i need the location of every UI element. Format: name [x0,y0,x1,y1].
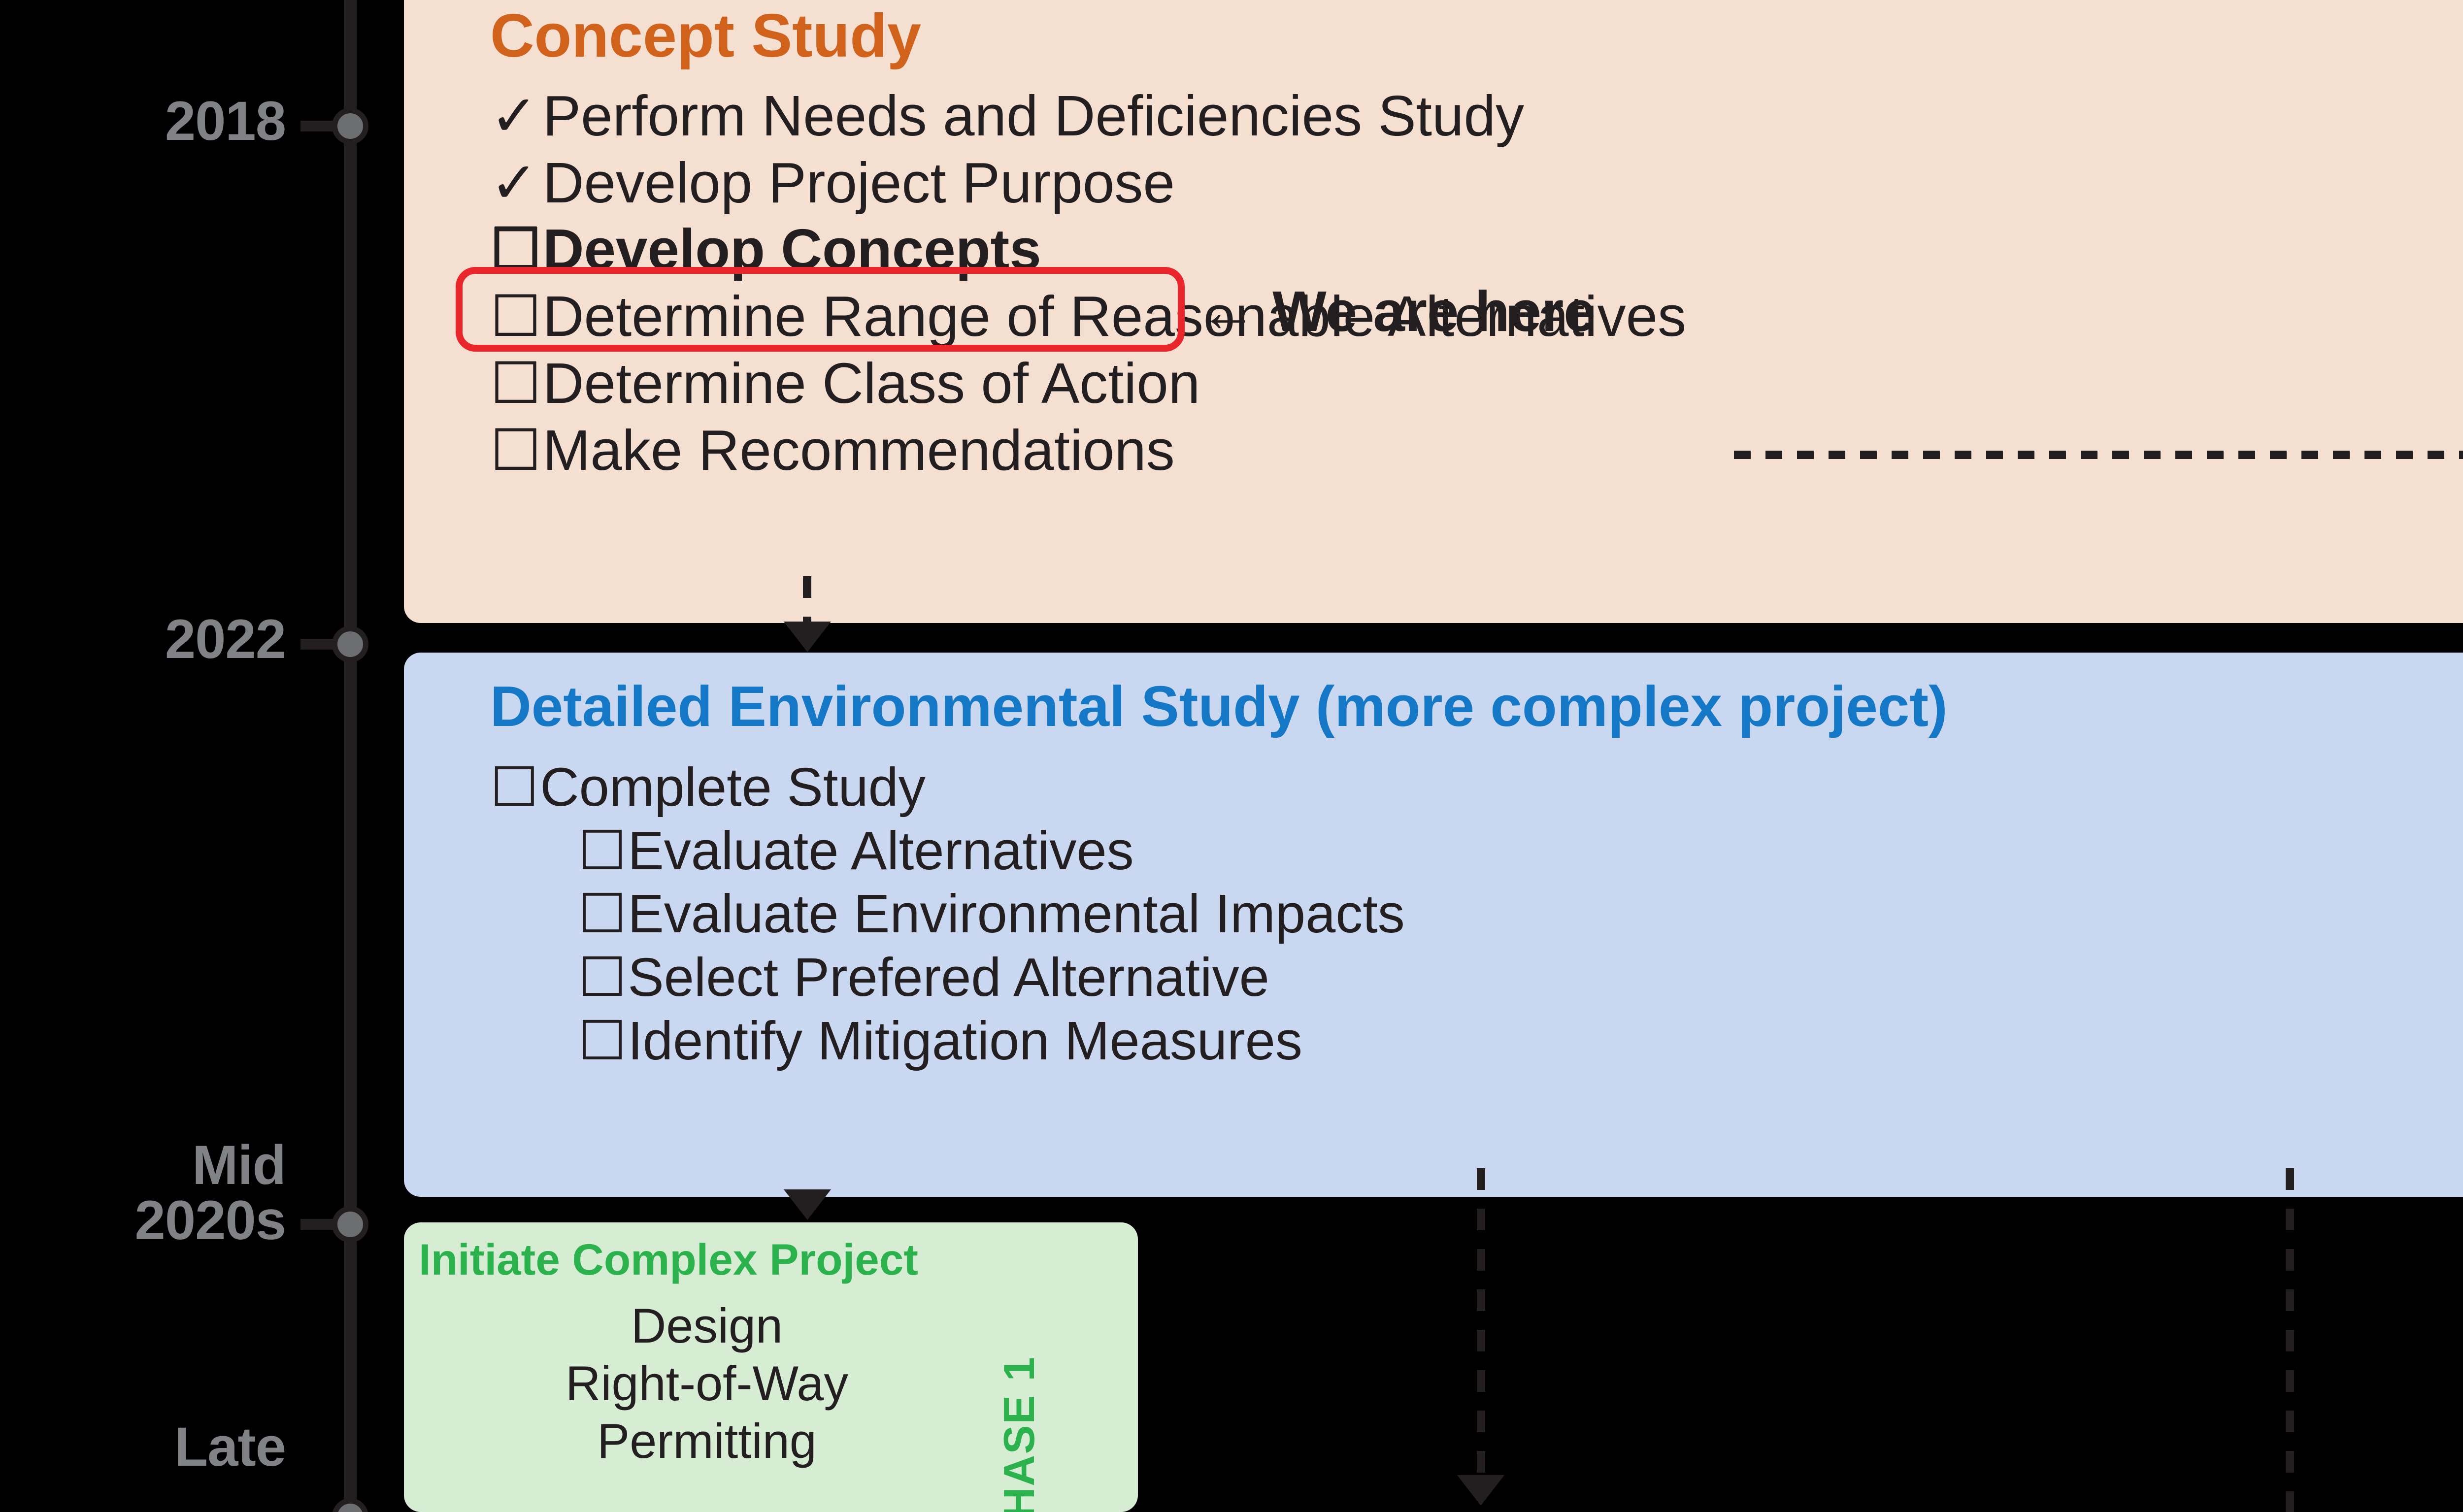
timeline-node-late[interactable] [332,1498,368,1512]
checklist-item-label: Determine Class of Action [542,351,1200,415]
connector-concept-to-detailed-stub [803,576,811,624]
timeline-axis [344,0,357,1512]
checklist-item-label: Determine Range of Reasonable Alternativ… [542,284,1687,349]
detailed-study-checklist: ☐Complete Study ☐Evaluate Alternatives ☐… [490,756,1405,1073]
connector-detailed-right-vertical [2286,1168,2294,1512]
concept-study-title: Concept Study [490,2,921,70]
initiate-complex-project-card: Initiate Complex Project Design Right-of… [404,1222,1138,1512]
initiate-complex-project-line: Right-of-Way [566,1356,848,1411]
initiate-complex-project-line: Permitting [597,1413,817,1468]
timeline-node-mid-2020s[interactable] [332,1206,368,1243]
arrow-concept-to-detailed [784,622,831,652]
checklist-subitem[interactable]: ☐Identify Mitigation Measures [490,1010,1405,1073]
phase-1-tag: PHASE 1 [995,1356,1043,1512]
check-done-icon: ✓ [490,84,538,148]
checklist-item-label: Evaluate Alternatives [628,820,1134,881]
checklist-item[interactable]: ☐Make Recommendations [490,417,1686,484]
initiate-complex-project-title: Initiate Complex Project [419,1235,918,1284]
checklist-item-label: Perform Needs and Deficiencies Study [542,84,1524,148]
arrow-detailed-left-down [1457,1475,1504,1506]
initiate-complex-project-line: Design [631,1298,783,1353]
year-label-2022: 2022 [165,608,286,670]
checkbox-empty-icon: ☐ [490,351,541,415]
checklist-item-label: Select Prefered Alternative [628,947,1269,1008]
checkbox-empty-icon: ☐ [490,418,541,482]
checklist-item-label: Identify Mitigation Measures [628,1010,1302,1071]
checklist-item[interactable]: ☐Determine Range of Reasonable Alternati… [490,283,1686,350]
timeline-node-2022[interactable] [332,626,368,662]
connector-detailed-left-vertical [1477,1168,1485,1479]
connector-class-of-action-horizontal [1734,451,2463,459]
checklist-item[interactable]: ✓Develop Project Purpose [490,150,1686,217]
checkbox-empty-icon: ☐ [490,284,541,349]
checkbox-empty-icon: ☐ [578,884,627,945]
checklist-item[interactable]: ✓Perform Needs and Deficiencies Study [490,83,1686,150]
year-label-late: Late [174,1416,286,1478]
current-step-highlight [456,267,1185,352]
year-label-2018: 2018 [165,90,286,152]
check-done-icon: ✓ [490,150,538,215]
checklist-subitem[interactable]: ☐Evaluate Environmental Impacts [490,883,1405,946]
checklist-item[interactable]: ☐Determine Class of Action [490,350,1686,417]
arrow-detailed-to-initiate-complex [784,1189,831,1220]
checkbox-empty-icon: ☐ [490,757,539,818]
concept-study-card: Concept Study ✓Perform Needs and Deficie… [404,0,2463,624]
checklist-item-label: Evaluate Environmental Impacts [628,884,1405,945]
detailed-study-title: Detailed Environmental Study (more compl… [490,674,1948,738]
checkbox-empty-icon: ☐ [578,820,627,881]
checklist-item-label: Make Recommendations [542,418,1175,482]
checkbox-empty-icon: ☐ [578,1010,627,1071]
timeline-node-2018[interactable] [332,108,368,144]
year-label-mid-2020s: Mid 2020s [134,1134,286,1251]
checklist-item[interactable]: ☐Complete Study [490,756,1405,820]
checklist-subitem[interactable]: ☐Evaluate Alternatives [490,820,1405,883]
checklist-item-label: Complete Study [540,757,926,818]
checklist-subitem[interactable]: ☐Select Prefered Alternative [490,946,1405,1010]
we-are-here-note: ← We are here [1199,279,1596,343]
checklist-item-label: Develop Project Purpose [542,150,1175,215]
checkbox-empty-icon: ☐ [578,947,627,1008]
detailed-environmental-study-card: Detailed Environmental Study (more compl… [404,653,2463,1197]
